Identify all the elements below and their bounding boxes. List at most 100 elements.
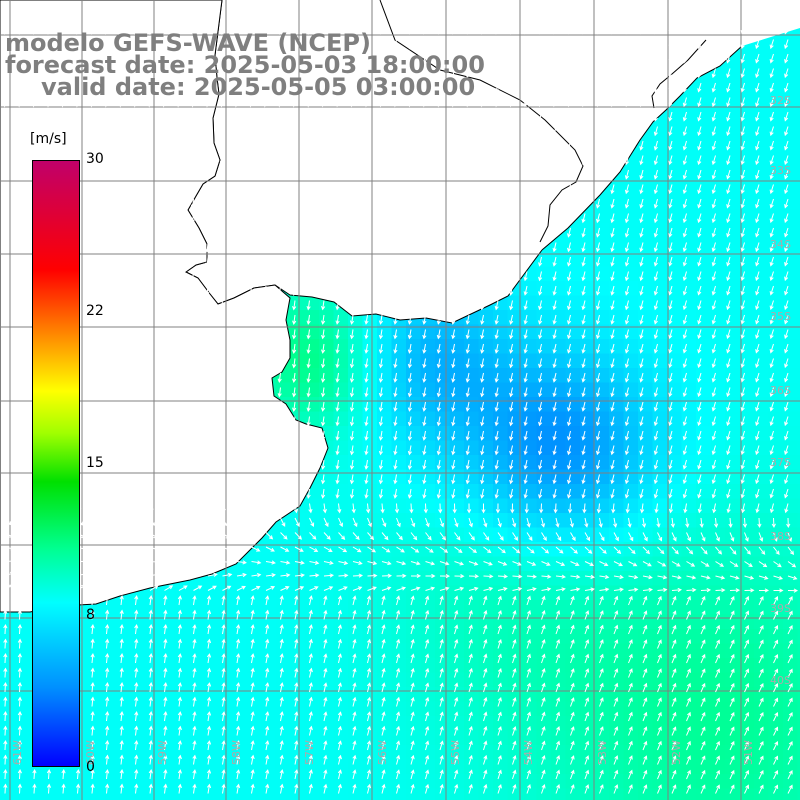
speed-cell bbox=[377, 368, 392, 383]
speed-cell bbox=[739, 672, 755, 688]
speed-cell bbox=[725, 92, 740, 108]
speed-cell bbox=[493, 730, 508, 746]
speed-cell bbox=[594, 571, 610, 586]
speed-cell bbox=[159, 788, 175, 800]
speed-cell bbox=[232, 600, 247, 615]
speed-cell bbox=[406, 339, 421, 354]
speed-cell bbox=[420, 411, 436, 427]
speed-cell bbox=[638, 571, 653, 586]
speed-cell bbox=[275, 571, 291, 586]
speed-cell bbox=[261, 629, 276, 644]
speed-cell bbox=[333, 542, 349, 557]
speed-cell bbox=[420, 788, 436, 800]
speed-cell bbox=[710, 716, 726, 731]
speed-cell bbox=[797, 281, 800, 296]
speed-cell bbox=[725, 368, 740, 383]
speed-cell bbox=[377, 513, 392, 528]
speed-cell bbox=[754, 324, 769, 340]
speed-cell bbox=[797, 49, 800, 64]
speed-cell bbox=[681, 571, 697, 586]
speed-cell bbox=[739, 107, 755, 122]
speed-cell bbox=[783, 223, 798, 238]
speed-cell bbox=[609, 498, 624, 514]
speed-cell bbox=[493, 527, 508, 543]
speed-cell bbox=[406, 368, 421, 383]
speed-cell bbox=[478, 382, 494, 398]
speed-cell bbox=[217, 643, 233, 659]
speed-cell bbox=[87, 774, 102, 789]
speed-cell bbox=[188, 672, 204, 688]
speed-cell bbox=[304, 310, 320, 325]
speed-cell bbox=[464, 643, 479, 659]
speed-cell bbox=[623, 788, 639, 800]
speed-cell bbox=[522, 498, 537, 514]
speed-cell bbox=[551, 658, 566, 673]
speed-cell bbox=[522, 730, 537, 746]
speed-cell bbox=[667, 672, 682, 688]
speed-cell bbox=[391, 353, 407, 369]
speed-cell bbox=[449, 469, 465, 485]
speed-cell bbox=[493, 672, 508, 688]
speed-cell bbox=[623, 716, 639, 731]
speed-cell bbox=[667, 788, 682, 800]
speed-cell bbox=[754, 78, 769, 93]
speed-cell bbox=[580, 788, 595, 800]
speed-cell bbox=[609, 556, 624, 572]
speed-cell bbox=[754, 629, 769, 644]
speed-cell bbox=[362, 397, 378, 412]
speed-cell bbox=[768, 194, 784, 209]
speed-cell bbox=[725, 629, 740, 644]
speed-cell bbox=[696, 339, 711, 354]
speed-cell bbox=[362, 513, 378, 528]
speed-cell bbox=[696, 281, 711, 296]
speed-cell bbox=[391, 484, 407, 499]
speed-cell bbox=[377, 426, 392, 441]
speed-cell bbox=[551, 788, 566, 800]
speed-cell bbox=[594, 658, 610, 673]
speed-cell bbox=[464, 600, 479, 615]
speed-cell bbox=[362, 701, 378, 717]
speed-cell bbox=[580, 527, 595, 543]
speed-cell bbox=[304, 513, 320, 528]
speed-cell bbox=[710, 121, 726, 137]
speed-cell bbox=[667, 600, 682, 615]
speed-cell bbox=[768, 165, 784, 180]
speed-cell bbox=[420, 382, 436, 398]
speed-cell bbox=[725, 266, 740, 282]
speed-cell bbox=[652, 527, 668, 543]
speed-cell bbox=[696, 136, 711, 151]
speed-cell bbox=[565, 498, 581, 514]
speed-cell bbox=[333, 513, 349, 528]
speed-cell bbox=[667, 571, 682, 586]
speed-cell bbox=[362, 788, 378, 800]
speed-cell bbox=[319, 658, 334, 673]
speed-cell bbox=[319, 716, 334, 731]
speed-cell bbox=[754, 237, 769, 253]
speed-cell bbox=[348, 455, 363, 470]
speed-cell bbox=[203, 658, 218, 673]
speed-cell bbox=[638, 643, 653, 659]
speed-cell bbox=[696, 324, 711, 340]
speed-cell bbox=[725, 498, 740, 514]
speed-cell bbox=[739, 426, 755, 441]
speed-cell bbox=[348, 339, 363, 354]
speed-cell bbox=[768, 455, 784, 470]
speed-cell bbox=[725, 78, 740, 93]
speed-cell bbox=[783, 339, 798, 354]
speed-cell bbox=[768, 252, 784, 267]
speed-cell bbox=[275, 629, 291, 644]
speed-cell bbox=[420, 353, 436, 369]
speed-cell bbox=[696, 527, 711, 543]
speed-cell bbox=[275, 643, 291, 659]
speed-cell bbox=[754, 136, 769, 151]
speed-cell bbox=[725, 513, 740, 528]
speed-cell bbox=[493, 629, 508, 644]
speed-cell bbox=[435, 426, 450, 441]
speed-cell bbox=[725, 252, 740, 267]
speed-cell bbox=[522, 571, 537, 586]
speed-cell bbox=[449, 382, 465, 398]
speed-cell bbox=[333, 353, 349, 369]
speed-cell bbox=[768, 716, 784, 731]
speed-cell bbox=[797, 237, 800, 253]
speed-cell bbox=[783, 716, 798, 731]
